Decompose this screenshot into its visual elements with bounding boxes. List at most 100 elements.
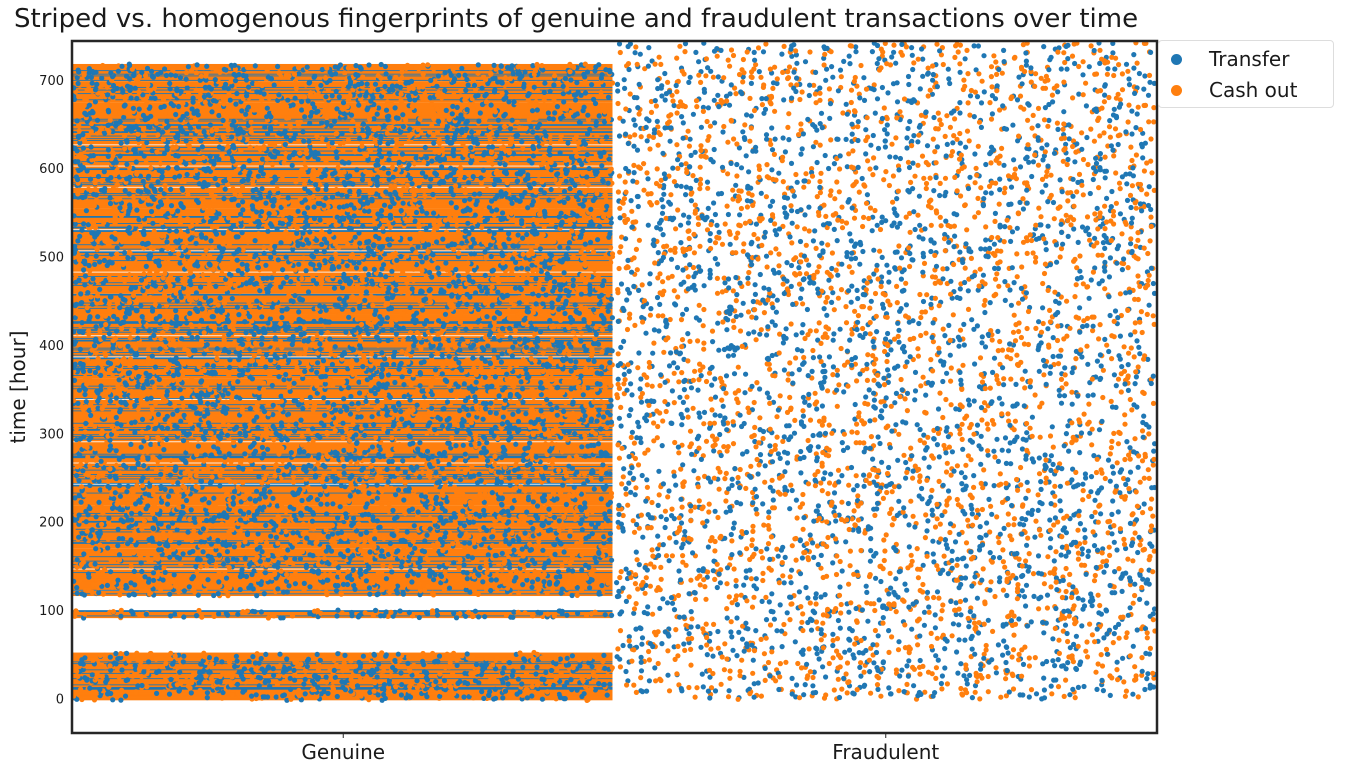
genuine-point <box>386 685 392 691</box>
genuine-point <box>268 357 274 363</box>
genuine-point <box>329 361 335 368</box>
genuine-point <box>380 362 386 368</box>
genuine-point <box>291 380 297 386</box>
genuine-point <box>581 481 587 487</box>
genuine-point <box>450 670 456 676</box>
genuine-point <box>315 667 321 674</box>
genuine-point <box>256 683 262 689</box>
genuine-point <box>237 430 243 436</box>
genuine-point <box>305 453 311 459</box>
genuine-point <box>447 660 453 666</box>
genuine-point <box>367 676 373 682</box>
genuine-point <box>398 670 404 676</box>
genuine-point <box>370 457 376 464</box>
genuine-point <box>291 398 297 404</box>
genuine-point <box>82 675 88 681</box>
genuine-point <box>601 652 607 659</box>
genuine-point <box>554 496 560 502</box>
genuine-point <box>219 521 225 527</box>
genuine-point <box>238 363 244 369</box>
genuine-density-band <box>73 336 613 338</box>
genuine-point <box>315 556 322 562</box>
genuine-point <box>568 677 574 683</box>
genuine-point <box>427 515 433 521</box>
genuine-point <box>90 540 96 546</box>
genuine-point <box>286 583 292 589</box>
genuine-point <box>255 435 261 442</box>
genuine-point <box>84 381 90 387</box>
genuine-point <box>180 438 187 444</box>
genuine-point <box>354 577 360 583</box>
genuine-point <box>145 503 151 509</box>
genuine-point <box>252 497 258 503</box>
genuine-point <box>180 403 186 409</box>
genuine-point <box>290 560 296 567</box>
genuine-point <box>88 562 94 568</box>
genuine-point <box>541 565 547 571</box>
genuine-point <box>442 665 448 671</box>
genuine-point <box>607 531 614 537</box>
genuine-point <box>94 455 100 461</box>
genuine-point <box>381 536 387 542</box>
genuine-point <box>609 557 615 563</box>
genuine-point <box>375 591 381 597</box>
genuine-point <box>125 677 131 683</box>
genuine-point <box>252 660 258 666</box>
genuine-point <box>273 430 279 436</box>
genuine-point <box>275 560 281 566</box>
genuine-point <box>441 588 447 594</box>
genuine-point <box>202 429 208 435</box>
genuine-point <box>397 553 404 560</box>
genuine-point <box>298 697 304 703</box>
genuine-point <box>520 582 526 588</box>
genuine-point <box>255 586 261 592</box>
genuine-point <box>490 662 496 668</box>
genuine-point <box>139 429 145 435</box>
genuine-point <box>317 657 323 663</box>
genuine-point <box>263 471 269 477</box>
genuine-point <box>536 539 542 545</box>
genuine-point <box>473 403 480 409</box>
genuine-point <box>265 615 271 621</box>
genuine-point <box>547 579 553 585</box>
genuine-point <box>141 518 148 524</box>
genuine-point <box>272 473 278 479</box>
genuine-point <box>329 508 335 514</box>
genuine-point <box>287 675 293 681</box>
genuine-point <box>393 492 399 498</box>
genuine-point <box>355 406 361 412</box>
genuine-point <box>473 379 479 385</box>
genuine-point <box>129 388 135 395</box>
genuine-point <box>290 490 296 496</box>
genuine-point <box>307 610 313 617</box>
genuine-point <box>595 441 602 447</box>
genuine-point <box>170 377 176 383</box>
genuine-point <box>463 587 469 593</box>
genuine-point <box>291 428 298 434</box>
genuine-point <box>608 490 615 496</box>
genuine-point <box>99 673 105 680</box>
genuine-point <box>446 664 452 670</box>
genuine-point <box>353 508 359 514</box>
genuine-point <box>442 568 448 575</box>
genuine-density-band <box>73 145 613 148</box>
genuine-point <box>227 542 233 548</box>
genuine-point <box>184 468 190 475</box>
genuine-point <box>219 653 225 659</box>
genuine-point <box>470 613 476 620</box>
genuine-point <box>366 392 372 398</box>
genuine-point <box>480 434 487 440</box>
genuine-point <box>423 555 429 562</box>
genuine-point <box>533 454 539 460</box>
genuine-point <box>143 611 149 617</box>
genuine-point <box>528 547 535 553</box>
genuine-point <box>484 569 490 576</box>
genuine-point <box>437 693 443 699</box>
genuine-point <box>181 429 187 435</box>
genuine-point <box>386 458 392 465</box>
genuine-point <box>467 514 473 521</box>
genuine-point <box>349 681 355 687</box>
genuine-point <box>250 654 256 660</box>
genuine-point <box>334 613 340 619</box>
